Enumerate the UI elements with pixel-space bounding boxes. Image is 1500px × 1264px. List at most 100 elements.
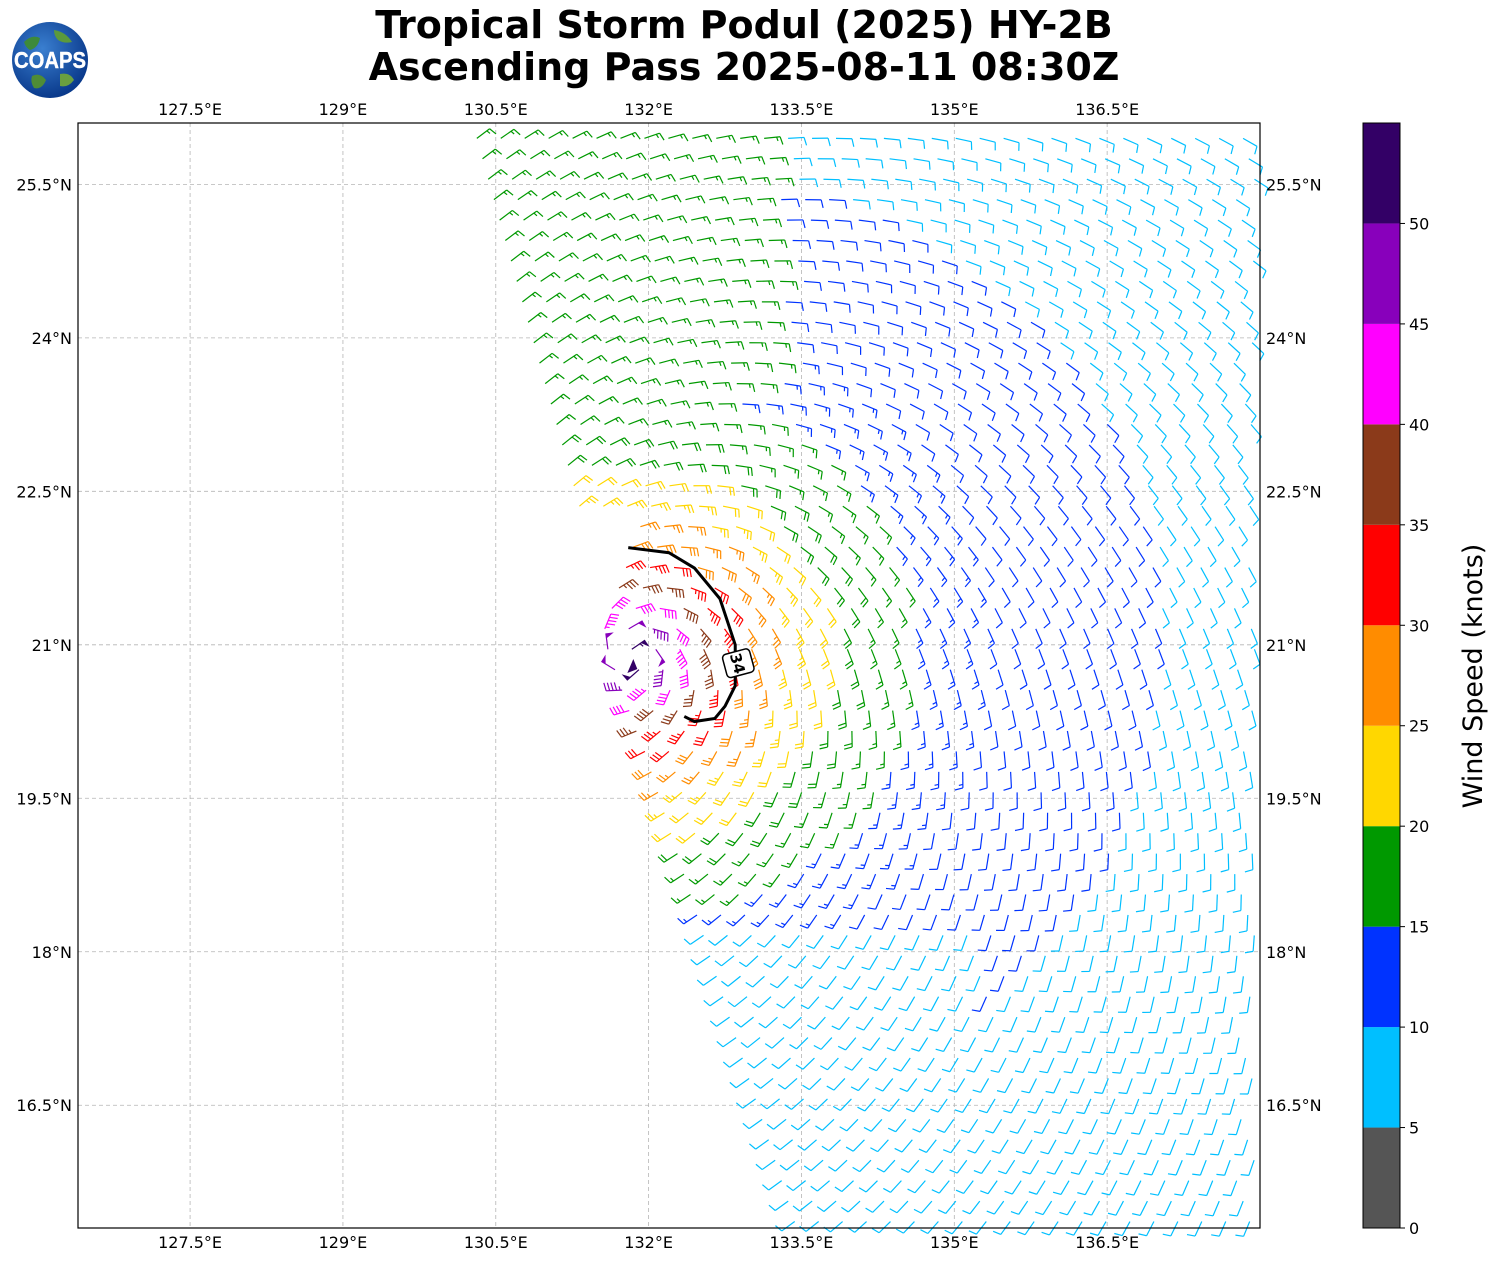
wind-barb <box>994 362 1009 380</box>
wind-barb <box>802 669 812 690</box>
wind-barb <box>585 435 607 446</box>
wind-barb <box>1117 833 1127 852</box>
wind-barb <box>881 587 893 608</box>
wind-barb <box>1076 1098 1092 1115</box>
wind-barb <box>797 342 815 354</box>
wind-barb <box>1111 546 1122 567</box>
wind-barb <box>1015 546 1027 567</box>
wind-barb <box>1128 710 1137 731</box>
wind-barb <box>1130 1037 1144 1054</box>
wind-barb <box>1099 853 1110 872</box>
wind-barb <box>799 914 818 929</box>
wind-barb <box>1069 1078 1085 1094</box>
wind-barb <box>908 485 923 504</box>
wind-barb <box>556 414 577 425</box>
wind-barb <box>1063 894 1075 912</box>
wind-barb <box>758 1016 778 1029</box>
wind-barb <box>679 669 689 689</box>
wind-barb <box>1105 874 1116 893</box>
wind-barb <box>1109 649 1117 670</box>
wind-barb <box>1242 137 1258 155</box>
wind-barb <box>1002 935 1016 952</box>
wind-barb <box>729 1077 750 1089</box>
wind-barb <box>947 669 956 690</box>
wind-barb <box>979 771 988 791</box>
wind-barb <box>777 751 790 769</box>
wind-barb <box>1211 199 1227 217</box>
wind-barb <box>1239 996 1251 1014</box>
wind-barb <box>1228 649 1237 670</box>
wind-barb <box>711 464 730 475</box>
wind-barb <box>733 196 753 206</box>
wind-barb <box>1150 321 1164 340</box>
wind-barb <box>843 628 853 649</box>
wind-barb <box>850 1078 870 1092</box>
wind-barb <box>1123 485 1136 506</box>
wind-barb <box>1030 321 1046 339</box>
wind-barb <box>753 1077 774 1089</box>
wind-barb <box>661 194 682 203</box>
wind-barb <box>879 526 893 546</box>
wind-barb <box>870 649 878 670</box>
wind-barb <box>657 853 678 863</box>
wind-barb <box>735 526 752 541</box>
wind-barb <box>1128 567 1138 588</box>
wind-barb <box>668 133 689 142</box>
wind-barb <box>618 578 639 590</box>
colorbar-bin <box>1363 223 1400 324</box>
wind-barb <box>960 567 972 588</box>
wind-barb <box>1075 853 1086 872</box>
wind-barb <box>701 914 722 926</box>
wind-barb <box>734 1016 754 1028</box>
wind-barb <box>745 567 760 585</box>
wind-barb <box>1161 1139 1177 1156</box>
wind-barb <box>699 505 718 516</box>
wind-barb <box>928 935 944 951</box>
wind-barb <box>1176 158 1192 175</box>
wind-barb <box>648 235 670 243</box>
wind-barb <box>621 478 642 488</box>
wind-barb <box>918 1139 937 1153</box>
wind-barb <box>681 442 702 452</box>
wind-barb <box>1038 178 1055 194</box>
wind-barb <box>941 649 950 670</box>
wind-barb <box>795 1057 815 1070</box>
wind-barb <box>1197 1098 1212 1115</box>
wind-barb <box>875 669 884 690</box>
wind-barb <box>887 710 896 731</box>
wind-barb <box>1167 1078 1181 1095</box>
wind-barb <box>1190 914 1201 933</box>
wind-barb <box>1205 649 1213 670</box>
wind-barb <box>969 444 983 463</box>
wind-barb <box>1192 301 1207 320</box>
wind-barb <box>557 333 578 344</box>
wind-barb <box>1013 649 1022 670</box>
wind-barb <box>898 914 914 931</box>
wind-barb <box>768 1200 789 1211</box>
wind-barb <box>1106 1037 1120 1054</box>
wind-barb <box>929 853 942 871</box>
wind-barb <box>1202 424 1215 444</box>
wind-barb <box>676 421 696 430</box>
wind-barb <box>611 596 631 610</box>
wind-barb <box>892 342 909 357</box>
wind-barb <box>482 148 503 160</box>
wind-barb <box>825 996 844 1010</box>
wind-barb <box>1235 1221 1251 1237</box>
wind-barb <box>863 1118 883 1132</box>
lon-tick-label-bottom: 129°E <box>319 1233 368 1252</box>
wind-barb <box>929 690 938 711</box>
wind-barb <box>788 485 805 501</box>
wind-barb <box>879 853 894 870</box>
wind-barb <box>726 751 742 767</box>
wind-barb <box>645 480 666 490</box>
wind-barb <box>1254 178 1269 196</box>
wind-barb <box>1129 955 1142 973</box>
wind-barb <box>1217 219 1232 237</box>
wind-barb <box>1197 403 1210 423</box>
wind-barb <box>1070 464 1083 485</box>
colorbar-bin <box>1363 625 1400 726</box>
wind-barb <box>1172 853 1181 873</box>
wind-barb <box>947 280 964 296</box>
wind-barb <box>669 482 689 492</box>
